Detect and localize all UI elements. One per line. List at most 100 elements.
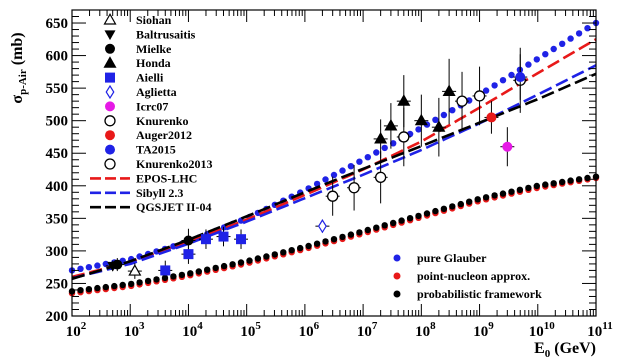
data-point bbox=[456, 95, 468, 107]
curve-dot bbox=[508, 71, 515, 79]
data-point bbox=[515, 72, 526, 83]
x-tick-label: 106 bbox=[299, 320, 320, 340]
curve-dot bbox=[533, 182, 540, 190]
curve-dot bbox=[525, 61, 532, 68]
x-tick-exponent: 3 bbox=[139, 320, 145, 332]
y-axis-title: σp-Air (mb) bbox=[9, 32, 29, 103]
x-tick-labels: 102 103 104 105 106 107 108 109 1010 1011 bbox=[66, 320, 613, 340]
curve-dot bbox=[390, 219, 397, 227]
data-point bbox=[374, 131, 388, 144]
data-point bbox=[348, 182, 360, 194]
curve-dot bbox=[263, 253, 270, 260]
data-point bbox=[183, 235, 194, 246]
y-tick-labels: 200 250 300 350 400 450 500 550 600 650 bbox=[46, 16, 69, 325]
curve-dot bbox=[542, 181, 549, 188]
curve-dot bbox=[525, 184, 532, 192]
legend-entry-sibyll-2-3: Sibyll 2.3 bbox=[90, 186, 183, 200]
legend-frameworks: pure Glauber point-nucleon approx. probabi… bbox=[393, 251, 542, 301]
x-tick-exponent: 4 bbox=[197, 320, 203, 332]
legend-label: Aglietta bbox=[136, 85, 177, 99]
curve-dot bbox=[575, 176, 583, 183]
curve-dot bbox=[499, 190, 507, 197]
legend-label: EPOS-LHC bbox=[136, 171, 197, 185]
y-axis-symbol: σ bbox=[9, 95, 26, 104]
curve-dot bbox=[449, 203, 456, 210]
legend-entry-point-nucleon-approx: point-nucleon approx. bbox=[393, 269, 530, 283]
curve-dot bbox=[119, 281, 126, 289]
curve-dot bbox=[390, 140, 397, 147]
legend-label: Siohan bbox=[136, 13, 172, 27]
x-tick-base: 10 bbox=[240, 324, 255, 340]
curve-dot bbox=[305, 242, 312, 250]
legend-label: pure Glauber bbox=[417, 251, 487, 265]
curve-dot bbox=[330, 171, 338, 179]
curve-dot bbox=[347, 231, 355, 238]
curve-dot bbox=[339, 167, 346, 174]
data-point bbox=[442, 84, 456, 96]
curve-dot bbox=[364, 154, 371, 161]
legend-marker bbox=[104, 115, 116, 127]
plot-frame bbox=[71, 9, 597, 317]
x-tick-label: 104 bbox=[182, 320, 203, 340]
legend-label: Knurenko2013 bbox=[136, 157, 212, 171]
curve-dot bbox=[457, 200, 464, 208]
data-point bbox=[414, 113, 428, 126]
curve-dot bbox=[144, 277, 152, 285]
curve-dot bbox=[491, 192, 498, 199]
curve-dot bbox=[373, 149, 380, 156]
data-point bbox=[432, 120, 446, 132]
series-knurenko bbox=[325, 47, 528, 216]
curve-dot bbox=[102, 283, 110, 291]
curve-dot bbox=[432, 116, 439, 124]
x-axis-subscript: 0 bbox=[545, 348, 551, 360]
y-tick-label: 550 bbox=[46, 81, 69, 97]
legend-entry-baltrusaitis: Baltrusaitis bbox=[104, 27, 196, 41]
x-tick-base: 10 bbox=[473, 324, 488, 340]
curve-dot bbox=[466, 198, 473, 205]
curve-dot bbox=[77, 287, 84, 294]
x-tick-exponent: 9 bbox=[488, 320, 494, 332]
y-tick-label: 400 bbox=[46, 179, 69, 195]
y-tick-label: 350 bbox=[46, 211, 69, 227]
axis-ticks bbox=[71, 9, 597, 317]
curve-dot bbox=[85, 264, 93, 271]
x-tick-exponent: 10 bbox=[544, 320, 556, 332]
curve-dot bbox=[381, 144, 388, 152]
series-mielke bbox=[110, 228, 196, 272]
legend-entry-aielli: Aielli bbox=[105, 71, 164, 85]
curve-dot bbox=[373, 224, 380, 231]
legend-marker bbox=[105, 101, 115, 112]
curve-dot bbox=[550, 180, 557, 187]
legend-label: TA2015 bbox=[136, 143, 176, 157]
y-tick-label: 200 bbox=[46, 309, 69, 325]
curve-dot bbox=[482, 87, 490, 94]
curve-dot bbox=[415, 126, 422, 133]
curve-dot bbox=[356, 158, 363, 165]
series-aielli bbox=[158, 226, 249, 281]
series-siohan bbox=[127, 263, 142, 279]
data-point bbox=[236, 234, 247, 245]
legend-marker bbox=[105, 130, 115, 141]
x-tick-base: 10 bbox=[299, 324, 314, 340]
x-tick-label: 107 bbox=[357, 320, 378, 340]
curve-dot bbox=[85, 286, 93, 293]
x-tick-exponent: 11 bbox=[602, 320, 612, 332]
data-point bbox=[486, 112, 497, 123]
experimental-data bbox=[105, 47, 528, 281]
curve-dot bbox=[584, 25, 591, 32]
curve-dot bbox=[474, 196, 481, 203]
data-point bbox=[218, 231, 229, 242]
curve-dot bbox=[567, 177, 574, 184]
legend-entry-siohan: Siohan bbox=[103, 13, 172, 27]
curve-dot bbox=[288, 247, 295, 254]
legend-label: Baltrusaitis bbox=[136, 27, 196, 41]
curve-dot bbox=[406, 215, 414, 222]
x-tick-label: 1010 bbox=[529, 320, 556, 340]
data-point bbox=[200, 234, 211, 245]
y-tick-label: 500 bbox=[46, 114, 69, 130]
curve-dot bbox=[153, 276, 160, 283]
curve-dot bbox=[330, 236, 338, 243]
data-point bbox=[128, 264, 142, 276]
curve-dot bbox=[516, 186, 524, 193]
curve-dot bbox=[347, 163, 355, 170]
